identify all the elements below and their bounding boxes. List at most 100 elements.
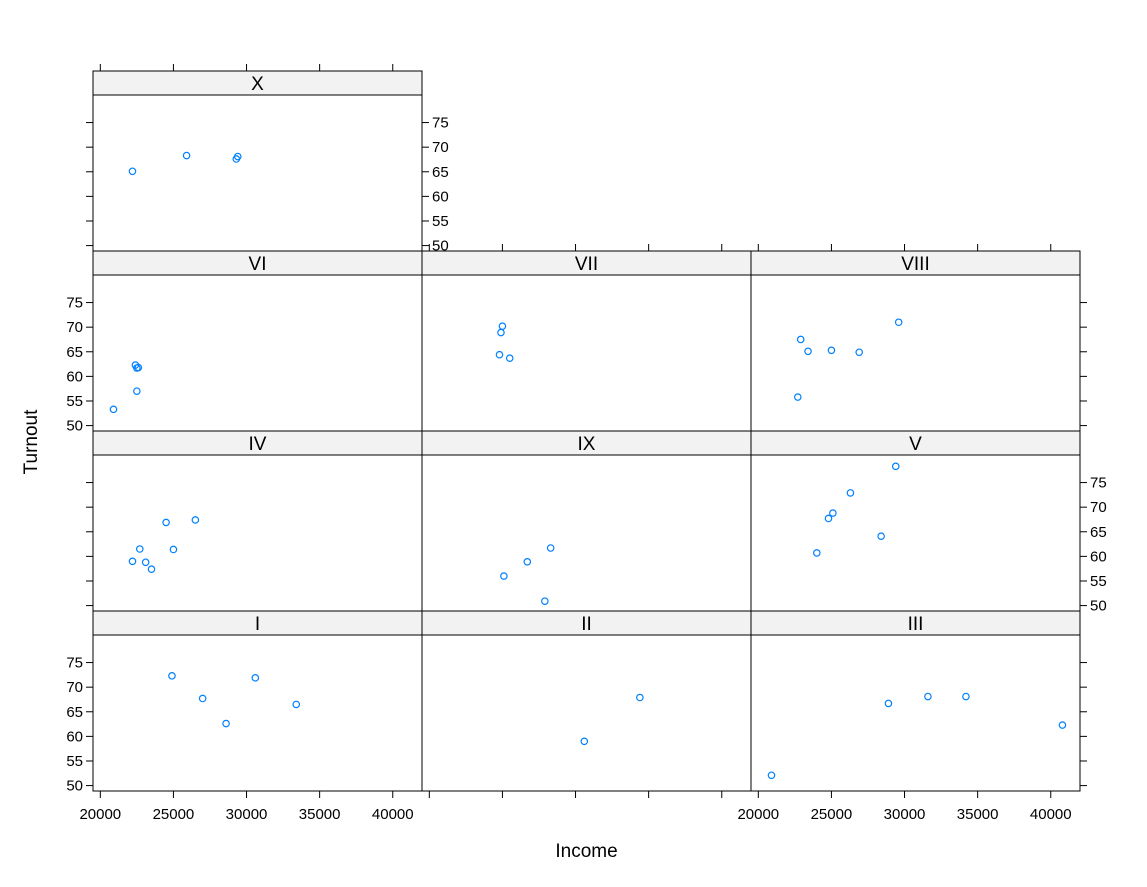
strip-label-IV: IV: [249, 434, 267, 455]
data-point: [251, 674, 260, 682]
data-point: [135, 545, 144, 553]
panel-frame-II: [421, 634, 752, 792]
data-point: [924, 692, 932, 701]
x-tick-label: 35000: [299, 806, 341, 823]
strip-label-VIII: VIII: [901, 254, 930, 275]
data-point: [141, 558, 150, 567]
y-tick-label: 50: [432, 238, 449, 255]
data-point: [191, 516, 200, 524]
data-point: [1058, 721, 1067, 729]
y-tick-label: 55: [432, 213, 449, 230]
y-tick-label: 70: [66, 679, 83, 696]
data-point: [498, 322, 507, 330]
data-point: [182, 151, 191, 160]
panel-frame-X: [92, 94, 423, 252]
x-tick-label: 25000: [811, 806, 853, 823]
data-point: [827, 346, 836, 355]
data-point: [233, 152, 242, 161]
strip-label-II: II: [581, 614, 592, 635]
data-point: [829, 509, 837, 517]
panel-frame-VIII: [750, 274, 1081, 432]
data-point: [505, 354, 514, 362]
data-point: [804, 347, 812, 356]
y-tick-label: 60: [432, 188, 449, 205]
y-tick-label: 60: [66, 368, 83, 385]
panel-frame-V: [750, 454, 1081, 612]
data-point: [793, 393, 802, 401]
y-axis-title: Turnout: [21, 409, 42, 474]
data-point: [812, 549, 821, 557]
strip-label-VII: VII: [575, 254, 598, 275]
data-point: [222, 719, 230, 728]
y-tick-label: 50: [1090, 598, 1107, 615]
data-point: [198, 694, 207, 703]
y-tick-label: 75: [66, 295, 83, 312]
data-point: [855, 348, 864, 357]
x-tick-label: 35000: [957, 806, 999, 823]
data-point: [495, 350, 504, 359]
y-tick-label: 70: [1090, 499, 1107, 516]
y-tick-label: 55: [1090, 573, 1107, 590]
strip-label-X: X: [251, 74, 264, 95]
x-tick-label: 30000: [884, 806, 926, 823]
data-point: [292, 700, 301, 709]
data-point: [523, 557, 532, 566]
data-point: [128, 557, 137, 566]
x-axis-title: Income: [555, 841, 617, 862]
strip-II: [421, 610, 752, 636]
y-tick-label: 65: [1090, 524, 1107, 541]
y-tick-label: 65: [66, 344, 83, 361]
y-tick-label: 75: [432, 115, 449, 132]
strip-label-IX: IX: [578, 434, 596, 455]
x-tick-label: 40000: [1030, 806, 1072, 823]
data-point: [128, 167, 137, 176]
y-tick-label: 75: [1090, 475, 1107, 492]
strip-label-III: III: [908, 614, 924, 635]
data-point: [500, 572, 508, 580]
data-point: [846, 489, 855, 497]
y-tick-label: 50: [66, 778, 83, 795]
data-point: [796, 335, 805, 344]
y-tick-label: 55: [66, 393, 83, 410]
strip-VIII: [750, 250, 1081, 276]
strip-label-VI: VI: [249, 254, 267, 275]
data-point: [168, 672, 176, 680]
data-point: [497, 328, 505, 337]
data-point: [147, 565, 156, 573]
y-tick-label: 75: [66, 655, 83, 672]
data-point: [884, 699, 893, 708]
y-tick-label: 70: [66, 319, 83, 336]
panel-frame-IV: [92, 454, 423, 612]
data-point: [894, 318, 903, 327]
data-point: [891, 462, 900, 471]
x-tick-label: 20000: [737, 806, 779, 823]
y-tick-label: 70: [432, 139, 449, 156]
data-point: [169, 545, 178, 554]
data-point: [636, 693, 644, 702]
y-tick-label: 50: [66, 418, 83, 435]
data-point: [133, 387, 141, 395]
x-tick-label: 30000: [226, 806, 268, 823]
data-point: [962, 692, 970, 701]
panel-frame-VI: [92, 274, 423, 432]
x-tick-label: 20000: [79, 806, 121, 823]
data-point: [109, 405, 118, 414]
x-tick-label: 25000: [153, 806, 195, 823]
data-point: [162, 518, 170, 527]
data-point: [546, 544, 555, 552]
strip-label-V: V: [909, 434, 922, 455]
y-tick-label: 65: [66, 704, 83, 721]
data-point: [824, 514, 833, 523]
y-tick-label: 60: [66, 728, 83, 745]
x-tick-label: 40000: [372, 806, 414, 823]
strip-X: [92, 70, 423, 96]
data-point: [580, 737, 589, 746]
strip-I: [92, 610, 423, 636]
y-tick-label: 60: [1090, 548, 1107, 565]
data-point: [541, 597, 549, 605]
data-point: [131, 361, 140, 369]
panel-frame-IX: [421, 454, 752, 612]
y-tick-label: 55: [66, 753, 83, 770]
panel-frame-I: [92, 634, 423, 792]
